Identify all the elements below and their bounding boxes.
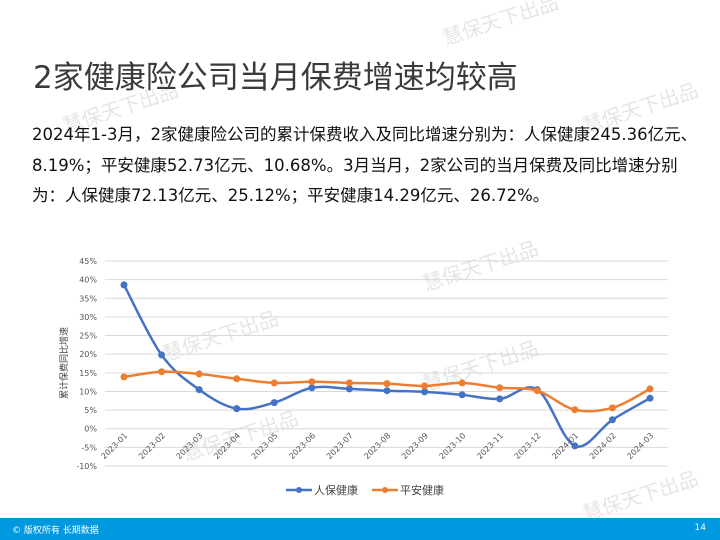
legend-label: 平安健康 — [400, 484, 444, 497]
footer-copyright: © 版权所有 长期数据 — [12, 526, 99, 536]
data-point — [496, 384, 504, 392]
data-point — [195, 370, 203, 378]
data-point — [571, 406, 579, 414]
data-point — [383, 380, 391, 388]
page-number: 14 — [694, 523, 706, 533]
y-tick-label: 35% — [79, 294, 97, 303]
data-point — [345, 385, 353, 393]
y-tick-label: 5% — [84, 406, 97, 415]
x-tick-label: 2023-05 — [250, 431, 280, 461]
growth-line-chart: -10% -5% 0% 5% 10% 15% 20% 25% 30% 35% 40% 45% 累计保费同… — [58, 257, 668, 471]
y-axis-title: 累计保费同比增速 — [58, 327, 70, 399]
data-point — [308, 384, 316, 392]
y-tick-label: 0% — [84, 425, 97, 434]
data-point — [458, 391, 466, 399]
x-tick-label: 2023-12 — [513, 431, 543, 461]
data-point — [608, 416, 616, 424]
data-point — [158, 351, 166, 359]
y-tick-label: 15% — [79, 369, 97, 378]
data-point — [158, 368, 166, 376]
x-tick-label: 2023-04 — [212, 431, 242, 461]
series-line-renbao — [122, 284, 651, 448]
data-point — [120, 281, 128, 289]
data-point — [646, 385, 654, 393]
legend-item-pingan: 平安健康 — [372, 482, 444, 498]
y-tick-label: 40% — [79, 276, 97, 285]
data-point — [421, 382, 429, 390]
legend-label: 人保健康 — [314, 484, 358, 497]
data-point — [383, 387, 391, 395]
y-tick-label: 10% — [79, 387, 97, 396]
x-tick-label: 2023-02 — [137, 431, 167, 461]
legend-marker-blue-icon — [286, 487, 312, 493]
data-point — [120, 373, 128, 381]
x-tick-label: 2023-11 — [475, 431, 505, 461]
y-tick-label: -5% — [81, 443, 97, 452]
slide-title: 2家健康险公司当月保费增速均较高 — [33, 60, 518, 96]
x-tick-label: 2023-06 — [287, 431, 317, 461]
y-tick-label: 45% — [79, 257, 97, 266]
data-point — [646, 394, 654, 402]
y-tick-label: 30% — [79, 313, 97, 322]
x-tick-label: 2024-03 — [625, 431, 655, 461]
data-point — [308, 378, 316, 386]
data-point — [533, 387, 541, 395]
data-point — [270, 379, 278, 387]
data-point — [345, 379, 353, 387]
data-point — [608, 404, 616, 412]
x-tick-label: 2023-07 — [325, 431, 355, 461]
data-point — [195, 386, 203, 394]
slide-body-text: 2024年1-3月，2家健康险公司的累计保费收入及同比增速分别为：人保健康245… — [32, 125, 698, 205]
footer-bar: © 版权所有 长期数据 14 — [0, 518, 720, 540]
data-point — [233, 405, 241, 413]
x-tick-label: 2024-02 — [588, 431, 618, 461]
data-point — [270, 399, 278, 407]
y-tick-label: 25% — [79, 332, 97, 341]
chart-legend: 人保健康 平安健康 — [286, 482, 444, 498]
x-tick-label: 2023-03 — [175, 431, 205, 461]
x-tick-label: 2023-01 — [99, 431, 129, 461]
x-tick-label: 2023-08 — [362, 431, 392, 461]
legend-marker-orange-icon — [372, 487, 398, 493]
data-point — [458, 379, 466, 387]
x-tick-label: 2023-09 — [400, 431, 430, 461]
data-point — [496, 395, 504, 403]
x-tick-label: 2023-10 — [438, 431, 468, 461]
legend-item-renbao: 人保健康 — [286, 482, 358, 498]
data-point — [571, 442, 579, 450]
data-point — [421, 388, 429, 396]
y-tick-label: 20% — [79, 350, 97, 359]
watermark: 慧保天下出品 — [439, 0, 562, 50]
y-tick-label: -10% — [76, 462, 97, 471]
data-point — [233, 375, 241, 383]
